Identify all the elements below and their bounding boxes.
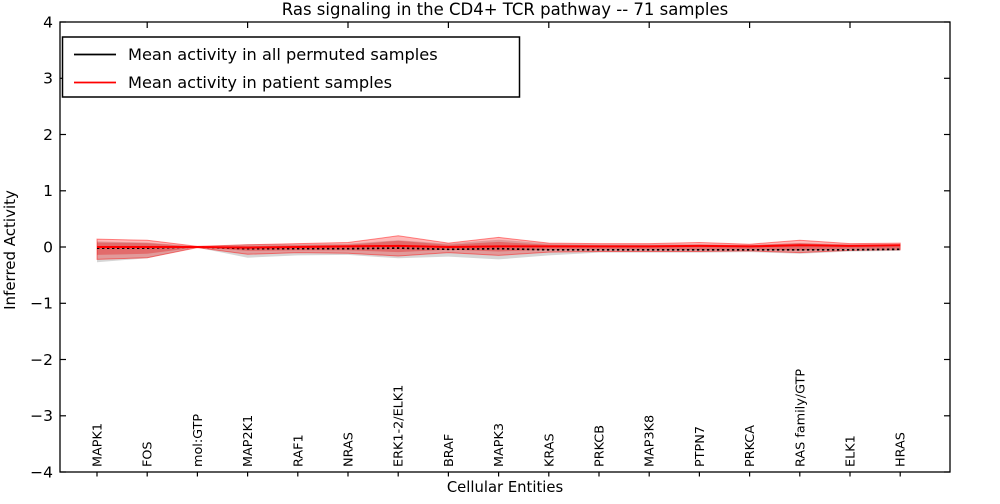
line-patient-mean <box>97 244 901 249</box>
y-tick-label: 1 <box>43 182 53 200</box>
entity-label: mol:GTP <box>191 414 206 467</box>
legend-label-patient: Mean activity in patient samples <box>128 73 392 92</box>
y-tick-label: −1 <box>30 295 53 313</box>
chart-title: Ras signaling in the CD4+ TCR pathway --… <box>282 0 728 19</box>
patient-samples-std-outer-band <box>96 235 901 260</box>
entity-label: PRKCA <box>743 425 758 467</box>
entity-label: MAPK1 <box>91 423 106 467</box>
y-tick-label: −4 <box>30 463 53 481</box>
entity-labels-layer: MAPK1 FOS mol:GTP MAP2K1 RAF1 NRAS ERK1-2/ELK1… <box>91 369 909 467</box>
entity-label: ELK1 <box>844 435 859 467</box>
legend: Mean activity in all permuted samples Me… <box>61 36 521 98</box>
y-tick-labels-layer: 4 3 2 1 0 −1 −2 −3 −4 <box>30 13 53 481</box>
entity-label: PTPN7 <box>693 426 708 467</box>
entity-label: BRAF <box>442 434 457 467</box>
entity-label: HRAS <box>894 432 909 467</box>
y-tick-label: 3 <box>43 70 53 88</box>
legend-box <box>61 36 521 98</box>
entity-label: ERK1-2/ELK1 <box>392 385 407 467</box>
y-axis-label: Inferred Activity <box>1 190 19 310</box>
entity-label: FOS <box>141 441 156 467</box>
y-tick-label: −2 <box>30 351 53 369</box>
legend-label-permuted: Mean activity in all permuted samples <box>128 45 438 64</box>
line-permuted-mean <box>97 246 901 251</box>
y-tick-label: 0 <box>43 238 53 256</box>
mean-lines-layer <box>97 244 901 251</box>
entity-label: RAS family/GTP <box>793 369 808 467</box>
entity-label: MAPK3 <box>492 423 507 467</box>
x-axis-label: Cellular Entities <box>447 479 563 496</box>
y-tick-label: −3 <box>30 407 53 425</box>
entity-label: MAP2K1 <box>241 415 256 467</box>
y-tick-label: 4 <box>43 13 53 31</box>
entity-label: KRAS <box>542 433 557 467</box>
entity-label: NRAS <box>342 432 357 467</box>
axis-ticks-layer <box>60 21 950 477</box>
entity-label: MAP3K8 <box>643 415 658 467</box>
entity-label: PRKCB <box>593 425 608 467</box>
entity-label: RAF1 <box>291 434 306 467</box>
y-tick-label: 2 <box>43 126 53 144</box>
